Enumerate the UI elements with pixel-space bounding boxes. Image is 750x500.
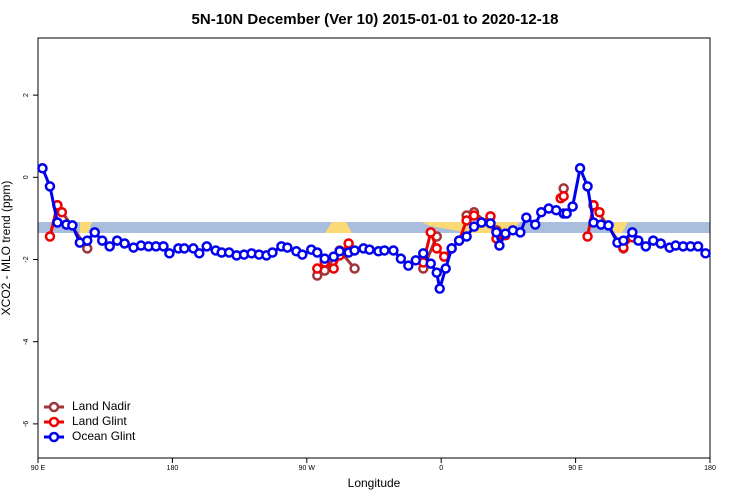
data-point xyxy=(461,215,472,226)
data-point xyxy=(494,240,505,251)
data-point xyxy=(603,220,614,231)
data-point xyxy=(418,248,429,259)
data-point xyxy=(582,231,593,242)
data-point xyxy=(627,227,638,238)
data-point xyxy=(82,235,93,246)
data-point xyxy=(179,243,190,254)
data-point xyxy=(425,258,436,269)
data-point xyxy=(655,238,666,249)
data-point xyxy=(425,227,436,238)
data-point xyxy=(468,210,480,221)
data-point xyxy=(104,241,115,252)
legend-label: Ocean Glint xyxy=(72,429,136,443)
legend-label: Land Nadir xyxy=(72,399,131,413)
x-tick-label: 90 W xyxy=(299,465,316,472)
legend-marker xyxy=(48,431,60,443)
y-axis-label: XCO2 - MLO trend (ppm) xyxy=(0,181,13,316)
data-point xyxy=(640,241,652,252)
y-tick-label: -4 xyxy=(23,338,30,344)
data-point xyxy=(56,206,68,218)
data-point xyxy=(388,245,399,256)
data-point xyxy=(96,235,108,246)
x-tick-label: 90 E xyxy=(31,465,46,472)
plot-frame xyxy=(37,37,711,459)
data-point xyxy=(312,263,323,274)
data-point xyxy=(89,227,100,238)
data-point xyxy=(379,245,390,256)
data-point xyxy=(119,238,130,249)
data-point xyxy=(530,219,541,230)
y-tick-label: -6 xyxy=(23,421,30,427)
data-point xyxy=(67,220,78,231)
x-tick-label: 0 xyxy=(439,465,443,472)
data-point xyxy=(164,248,175,259)
data-point xyxy=(468,221,480,232)
data-point xyxy=(52,217,63,228)
land xyxy=(325,222,352,233)
data-point xyxy=(349,263,360,274)
data-point xyxy=(434,283,445,294)
data-point xyxy=(431,243,442,254)
data-point xyxy=(692,241,704,252)
x-tick-label: 90 E xyxy=(568,465,583,472)
data-point xyxy=(558,190,569,202)
land xyxy=(612,222,628,233)
data-point xyxy=(312,247,323,258)
data-point xyxy=(574,163,586,174)
data-point xyxy=(561,208,572,219)
data-point xyxy=(282,242,293,253)
data-point xyxy=(594,206,605,218)
legend-label: Land Glint xyxy=(72,414,127,428)
x-tick-label: 180 xyxy=(167,465,179,472)
data-point xyxy=(37,163,48,174)
data-point xyxy=(403,260,414,271)
data-point xyxy=(491,227,502,238)
data-point xyxy=(334,246,345,257)
data-point xyxy=(194,248,205,259)
data-point xyxy=(319,253,330,264)
data-point xyxy=(410,255,422,266)
data-point xyxy=(440,263,451,274)
data-point xyxy=(364,244,375,255)
land xyxy=(80,222,92,233)
y-tick-label: 2 xyxy=(23,93,30,97)
y-tick-label: 0 xyxy=(23,175,30,179)
data-point xyxy=(395,253,407,264)
data-point xyxy=(485,218,496,229)
data-point xyxy=(328,263,339,274)
data-point xyxy=(700,248,711,259)
data-point xyxy=(201,241,212,252)
data-point xyxy=(453,235,465,246)
chart-title: 5N-10N December (Ver 10) 2015-01-01 to 2… xyxy=(192,11,559,28)
data-point xyxy=(297,249,308,260)
legend-marker xyxy=(48,416,60,428)
data-point xyxy=(44,231,56,242)
y-tick-label: -2 xyxy=(23,256,30,262)
data-point xyxy=(633,235,644,246)
x-tick-label: 180 xyxy=(704,465,716,472)
data-point xyxy=(461,231,472,242)
legend-marker xyxy=(48,401,60,413)
data-point xyxy=(349,245,360,256)
data-point xyxy=(476,217,487,228)
data-point xyxy=(446,243,457,254)
data-point xyxy=(582,181,593,192)
data-point xyxy=(567,201,578,212)
data-point xyxy=(618,235,629,246)
data-point xyxy=(521,212,532,223)
ocean-band xyxy=(38,222,710,233)
data-point xyxy=(44,181,56,192)
data-point xyxy=(515,227,526,238)
data-point xyxy=(431,267,442,278)
data-point xyxy=(343,238,354,249)
data-point xyxy=(267,247,278,258)
x-axis-label: Longitude xyxy=(348,476,401,490)
data-point xyxy=(158,241,169,252)
